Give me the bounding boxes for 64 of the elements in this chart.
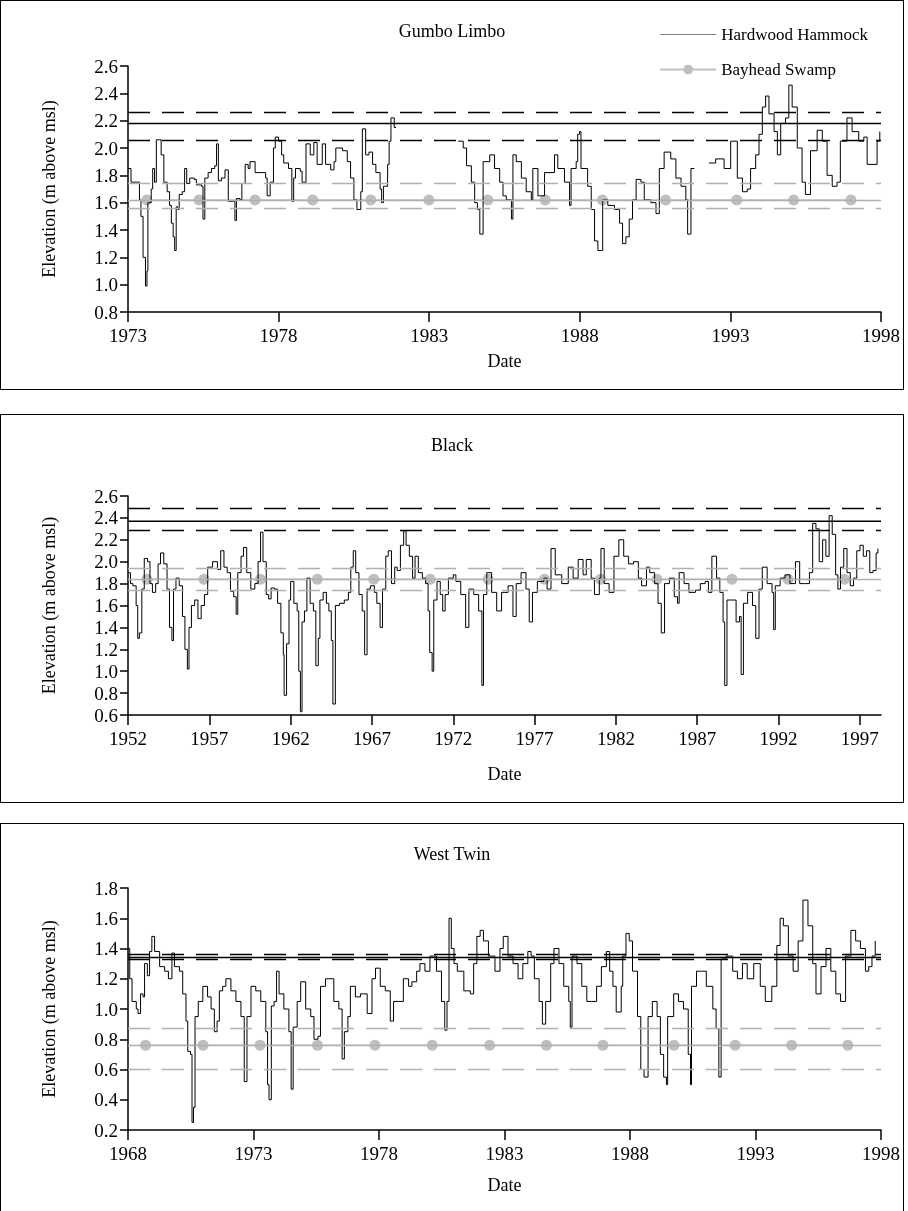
y-tick-label: 2.4: [94, 507, 119, 529]
y-tick-label: 1.2: [94, 968, 118, 990]
y-tick-label: 0.6: [94, 704, 118, 726]
x-tick-label: 1978: [259, 325, 298, 346]
y-tick-label: 0.8: [94, 682, 118, 704]
x-tick-label: 1952: [109, 728, 147, 749]
x-tick-label: 1957: [190, 728, 229, 749]
y-tick-label: 1.6: [94, 595, 118, 616]
y-tick-label: 2.4: [94, 82, 119, 104]
y-tick-label: 2.2: [94, 529, 118, 551]
y-tick-label: 1.2: [94, 246, 118, 268]
x-axis-title: Date: [487, 351, 522, 371]
y-tick-label: 1.0: [94, 998, 118, 1020]
chart-title: West Twin: [413, 844, 491, 864]
legend-label: Hardwood Hammock: [721, 25, 869, 44]
x-tick-label: 1983: [485, 1143, 524, 1164]
x-tick-label: 1993: [736, 1143, 775, 1164]
y-axis-title: Elevation (m above msl): [39, 100, 60, 278]
x-tick-label: 1988: [560, 325, 599, 346]
x-tick-label: 1982: [596, 728, 635, 749]
y-tick-label: 1.4: [94, 616, 119, 638]
x-tick-label: 1997: [840, 728, 879, 749]
x-tick-label: 1973: [109, 325, 147, 346]
y-tick-label: 1.8: [94, 573, 118, 595]
y-tick-label: 1.8: [94, 164, 118, 186]
chart-title: Black: [431, 435, 473, 455]
y-tick-label: 0.8: [94, 1028, 118, 1050]
y-tick-label: 0.6: [94, 1059, 118, 1080]
y-axis-title: Elevation (m above msl): [39, 920, 60, 1098]
x-tick-label: 1993: [711, 325, 750, 346]
y-tick-label: 1.6: [94, 192, 118, 214]
y-tick-label: 0.4: [94, 1089, 119, 1111]
y-tick-label: 2.6: [94, 485, 118, 507]
x-tick-label: 1967: [352, 728, 391, 749]
x-tick-label: 1972: [434, 728, 473, 749]
y-tick-label: 1.8: [94, 877, 118, 899]
x-tick-label: 1973: [234, 1143, 273, 1164]
y-tick-label: 0.8: [94, 301, 118, 323]
y-tick-label: 1.4: [94, 219, 119, 241]
y-tick-label: 1.2: [94, 638, 118, 660]
y-tick-label: 2.2: [94, 110, 118, 132]
y-tick-label: 2.0: [94, 137, 118, 159]
y-tick-label: 2.0: [94, 551, 118, 573]
y-tick-label: 1.0: [94, 274, 118, 296]
x-tick-label: 1988: [611, 1143, 649, 1164]
y-axis-title: Elevation (m above msl): [39, 516, 60, 695]
chart-title: Gumbo Limbo: [398, 21, 506, 41]
x-tick-label: 1962: [271, 728, 310, 749]
x-axis-title: Date: [487, 1175, 522, 1195]
y-tick-label: 1.0: [94, 660, 118, 682]
x-tick-label: 1987: [678, 728, 717, 749]
x-tick-label: 1983: [410, 325, 449, 346]
x-tick-label: 1998: [862, 1143, 900, 1164]
x-tick-label: 1998: [862, 325, 900, 346]
y-tick-label: 2.6: [94, 55, 118, 77]
x-axis-title: Date: [487, 764, 522, 784]
y-tick-label: 0.2: [94, 1119, 118, 1141]
legend-label: Bayhead Swamp: [721, 60, 836, 79]
x-tick-label: 1978: [360, 1143, 398, 1164]
x-tick-label: 1992: [759, 728, 798, 749]
x-tick-label: 1968: [109, 1143, 147, 1164]
y-tick-label: 1.4: [94, 938, 119, 959]
x-tick-label: 1977: [515, 728, 554, 749]
y-tick-label: 1.6: [94, 907, 118, 929]
